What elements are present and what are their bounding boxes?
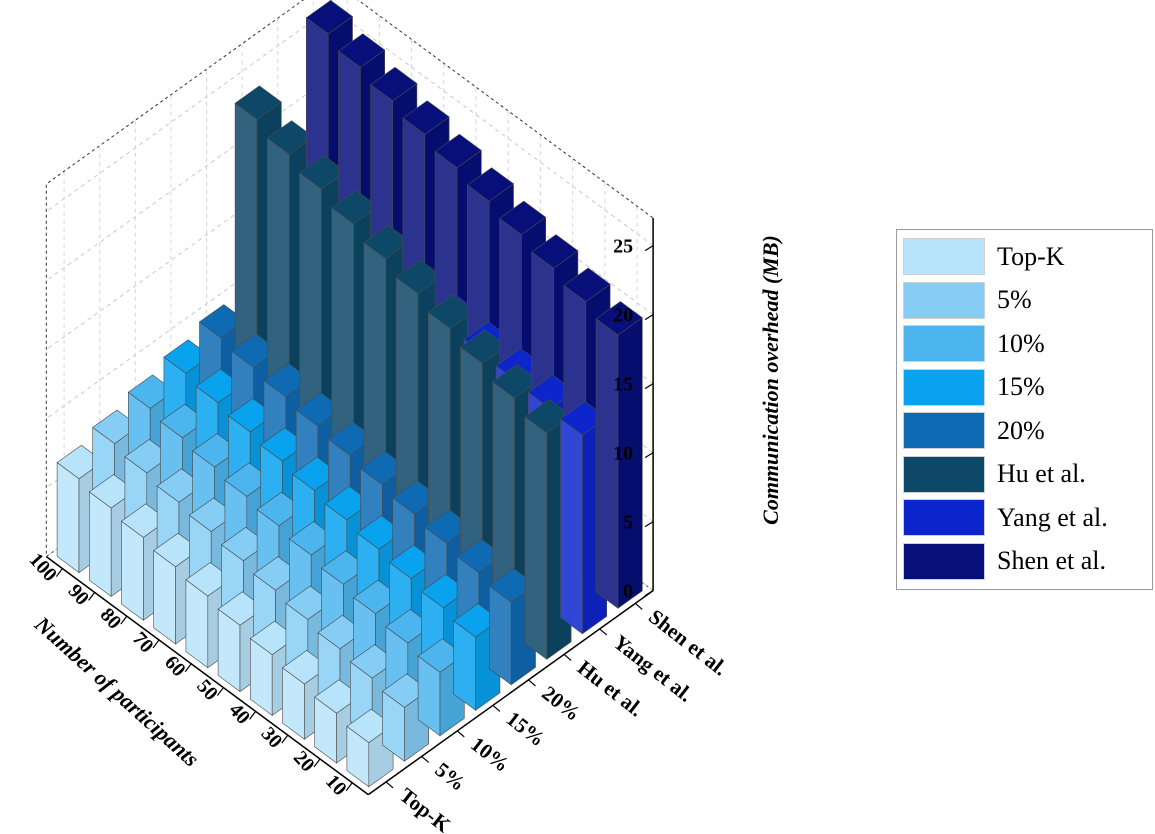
- z-tick-label: 25: [613, 236, 633, 258]
- z-tick-label: 0: [623, 581, 633, 603]
- legend-label: Hu et al.: [997, 459, 1086, 489]
- z-tick-label: 5: [623, 512, 633, 534]
- legend-swatch: [903, 281, 985, 319]
- series-tick: [421, 755, 430, 763]
- series-tick-label: 20%: [537, 681, 585, 726]
- series-tick-label: 15%: [502, 706, 550, 751]
- z-tick: [644, 452, 654, 459]
- legend-item: 10%: [897, 322, 1152, 366]
- z-tick: [644, 590, 654, 597]
- legend-item: Yang et al.: [897, 496, 1152, 540]
- legend-item: Top-K: [897, 235, 1152, 279]
- series-tick-label: Top-K: [395, 783, 456, 834]
- x-tick: [249, 710, 257, 720]
- series-tick: [599, 628, 608, 636]
- legend-swatch: [903, 412, 985, 450]
- legend-label: 10%: [997, 328, 1045, 358]
- legend-swatch: [903, 542, 985, 580]
- x-tick-label: 60: [160, 652, 190, 682]
- legend-label: Shen et al.: [997, 546, 1107, 576]
- x-tick-label: 80: [96, 604, 126, 634]
- legend-label: Yang et al.: [997, 502, 1108, 532]
- series-tick: [634, 602, 643, 610]
- chart-legend: Top-K 5% 10% 15% 20% Hu et al. Yang et al. Shen…: [896, 229, 1153, 590]
- legend-item: 15%: [897, 366, 1152, 410]
- x-tick: [184, 663, 192, 673]
- x-tick-label: 30: [257, 723, 287, 753]
- z-tick: [644, 245, 654, 252]
- chart-bars: [56, 0, 643, 788]
- legend-label: 20%: [997, 415, 1045, 445]
- x-tick-label: 40: [225, 699, 255, 729]
- x-tick: [345, 782, 353, 792]
- series-tick-label: 10%: [466, 732, 514, 777]
- x-tick-label: 20: [289, 747, 319, 777]
- legend-label: 15%: [997, 372, 1045, 402]
- series-tick: [492, 704, 501, 712]
- x-axis-line: [45, 556, 369, 796]
- legend-item: Shen et al.: [897, 540, 1152, 584]
- legend-swatch: [903, 368, 985, 406]
- x-tick-label: 70: [128, 628, 158, 658]
- z-tick-label: 10: [613, 443, 633, 465]
- legend-item: 5%: [897, 279, 1152, 323]
- series-tick: [385, 781, 394, 789]
- x-tick: [55, 568, 63, 577]
- series-axis-line: [367, 590, 654, 796]
- z-axis-title: Communication overhead (MB): [758, 235, 783, 525]
- z-tick-label: 20: [613, 305, 633, 327]
- series-tick: [563, 653, 572, 661]
- legend-item: Hu et al.: [897, 453, 1152, 497]
- x-tick-label: 90: [64, 580, 94, 610]
- series-tick: [456, 730, 465, 738]
- z-tick: [644, 521, 654, 528]
- x-tick: [88, 591, 96, 601]
- legend-swatch: [903, 455, 985, 493]
- bar-5--10: [381, 673, 430, 762]
- x-tick: [281, 734, 289, 744]
- x-tick: [313, 758, 321, 768]
- z-tick: [644, 383, 654, 390]
- legend-item: 20%: [897, 409, 1152, 453]
- legend-swatch: [903, 325, 985, 363]
- legend-swatch: [903, 238, 985, 276]
- legend-label: 5%: [997, 285, 1032, 315]
- z-tick: [644, 314, 654, 321]
- x-tick: [152, 639, 160, 649]
- x-tick: [120, 615, 128, 625]
- x-tick: [216, 687, 224, 696]
- series-tick: [528, 679, 536, 687]
- x-tick-label: 10: [321, 771, 351, 801]
- z-tick-label: 15: [613, 374, 633, 396]
- x-tick-label: 100: [25, 549, 61, 586]
- series-tick-label: 5%: [431, 757, 471, 795]
- bar-shen-et-al--10: [595, 301, 643, 609]
- legend-label: Top-K: [997, 241, 1065, 271]
- legend-swatch: [903, 499, 985, 537]
- x-tick-label: 50: [192, 675, 222, 705]
